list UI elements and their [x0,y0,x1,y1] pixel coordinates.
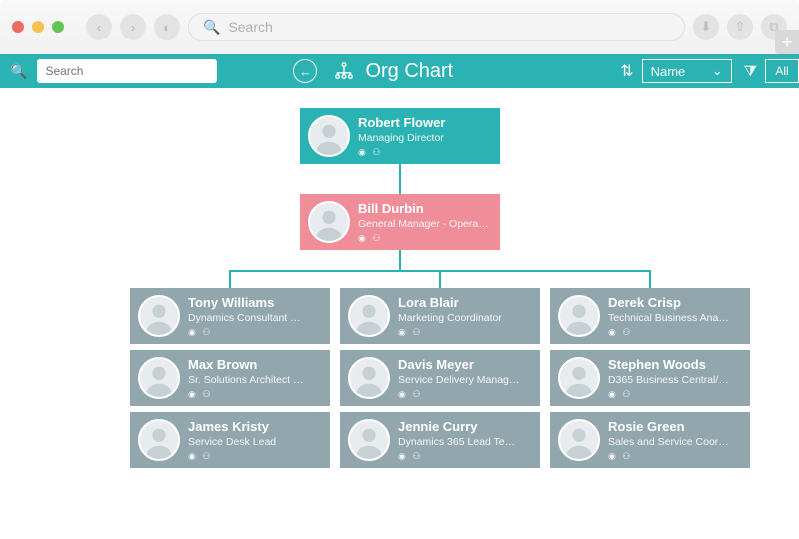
avatar [308,201,350,243]
avatar [308,115,350,157]
org-node[interactable]: Lora Blair Marketing Coordinator ◉ ⚇ [340,288,540,344]
node-role: Managing Director [358,132,492,144]
search-input[interactable] [37,59,217,83]
avatar [138,295,180,337]
node-name: Lora Blair [398,295,532,310]
filter-value: All [775,64,788,78]
filter-icon[interactable]: ⧩ [744,63,757,80]
node-action-icons[interactable]: ◉ ⚇ [608,327,742,338]
node-role: General Manager - Opera… [358,218,492,230]
node-role: Sr. Solutions Architect … [188,374,322,386]
avatar [348,357,390,399]
node-role: Dynamics Consultant … [188,312,322,324]
window-close-dot[interactable] [12,21,24,33]
org-node[interactable]: Derek Crisp Technical Business Ana… ◉ ⚇ [550,288,750,344]
node-name: Derek Crisp [608,295,742,310]
node-role: Marketing Coordinator [398,312,532,324]
new-tab-button[interactable]: + [775,30,799,54]
chevron-down-icon: ⌄ [712,63,723,79]
avatar [348,295,390,337]
node-role: Service Delivery Manag… [398,374,532,386]
node-name: Stephen Woods [608,357,742,372]
node-name: Tony Williams [188,295,322,310]
sort-value: Name [651,64,686,79]
browser-chrome: ‹ › ◐ 🔍 Search ⬇ ⇧ ⧉ [0,0,799,54]
node-name: James Kristy [188,419,322,434]
connector [439,270,441,288]
avatar [138,357,180,399]
node-action-icons[interactable]: ◉ ⚇ [398,389,532,400]
org-node[interactable]: Robert Flower Managing Director ◉ ⚇ [300,108,500,164]
avatar [138,419,180,461]
connector [399,164,401,194]
page-title-text: Org Chart [365,60,453,83]
connector [649,270,651,288]
avatar [558,295,600,337]
node-name: Robert Flower [358,115,492,130]
download-icon[interactable]: ⬇ [693,14,719,40]
node-action-icons[interactable]: ◉ ⚇ [358,233,492,244]
org-node[interactable]: Stephen Woods D365 Business Central/… ◉ ⚇ [550,350,750,406]
org-node[interactable]: Tony Williams Dynamics Consultant … ◉ ⚇ [130,288,330,344]
node-action-icons[interactable]: ◉ ⚇ [608,451,742,462]
connector [399,250,401,270]
sort-select[interactable]: Name ⌄ [642,59,732,83]
nav-shield-icon[interactable]: ◐ [154,14,180,40]
node-name: Davis Meyer [398,357,532,372]
back-button[interactable]: ← [293,59,317,83]
nav-fwd-icon[interactable]: › [120,14,146,40]
node-role: Sales and Service Coor… [608,436,742,448]
node-action-icons[interactable]: ◉ ⚇ [188,327,322,338]
node-action-icons[interactable]: ◉ ⚇ [608,389,742,400]
address-placeholder: Search [228,19,272,35]
node-name: Jennie Curry [398,419,532,434]
node-action-icons[interactable]: ◉ ⚇ [398,451,532,462]
window-max-dot[interactable] [52,21,64,33]
node-action-icons[interactable]: ◉ ⚇ [188,451,322,462]
avatar [558,357,600,399]
address-bar[interactable]: 🔍 Search [188,13,685,41]
share-icon[interactable]: ⇧ [727,14,753,40]
filter-select[interactable]: All [765,59,799,83]
avatar [348,419,390,461]
search-icon: 🔍 [10,63,27,80]
org-node[interactable]: Davis Meyer Service Delivery Manag… ◉ ⚇ [340,350,540,406]
org-chart-canvas: Robert FlowerManaging Director◉ ⚇Bill Du… [0,88,799,536]
org-node[interactable]: James Kristy Service Desk Lead ◉ ⚇ [130,412,330,468]
node-role: D365 Business Central/… [608,374,742,386]
node-name: Bill Durbin [358,201,492,216]
node-role: Technical Business Ana… [608,312,742,324]
org-node[interactable]: Jennie Curry Dynamics 365 Lead Te… ◉ ⚇ [340,412,540,468]
sort-icon[interactable]: ⇅ [620,61,633,81]
app-toolbar: 🔍 ← Org Chart ⇅ Name ⌄ ⧩ All [0,54,799,88]
window-min-dot[interactable] [32,21,44,33]
node-action-icons[interactable]: ◉ ⚇ [358,147,492,158]
node-action-icons[interactable]: ◉ ⚇ [188,389,322,400]
org-node[interactable]: Max Brown Sr. Solutions Architect … ◉ ⚇ [130,350,330,406]
org-node[interactable]: Rosie Green Sales and Service Coor… ◉ ⚇ [550,412,750,468]
page-title: Org Chart [333,60,453,83]
node-name: Rosie Green [608,419,742,434]
nav-back-icon[interactable]: ‹ [86,14,112,40]
connector [229,270,231,288]
node-action-icons[interactable]: ◉ ⚇ [398,327,532,338]
node-role: Service Desk Lead [188,436,322,448]
avatar [558,419,600,461]
node-role: Dynamics 365 Lead Te… [398,436,532,448]
orgchart-icon [333,60,355,82]
org-node[interactable]: Bill Durbin General Manager - Opera… ◉ ⚇ [300,194,500,250]
search-icon: 🔍 [203,19,220,36]
node-name: Max Brown [188,357,322,372]
